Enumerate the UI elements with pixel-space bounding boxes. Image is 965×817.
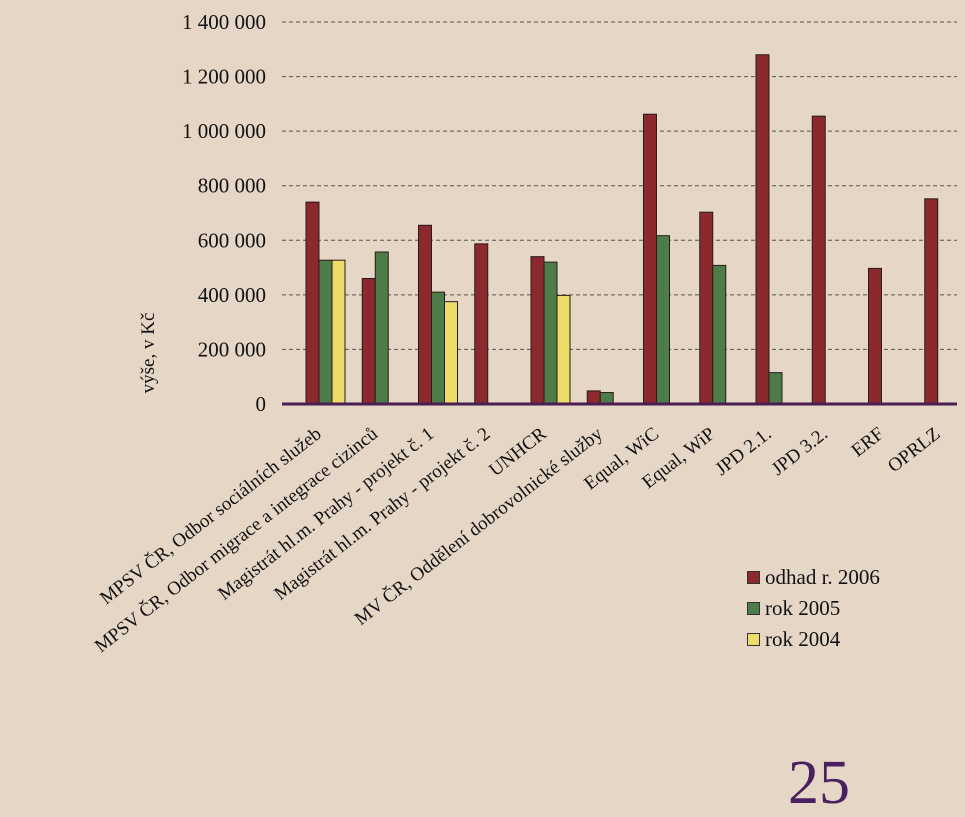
y-tick-label: 0 — [256, 392, 267, 416]
y-tick-labels: 0 200 000 400 000 600 000 800 000 1 000 000 1 … — [182, 10, 266, 416]
bar-odhad-r-2006 — [586, 390, 601, 405]
bar-odhad-r-2006 — [811, 115, 826, 405]
bar-rok-2005 — [318, 259, 333, 405]
legend-swatch — [747, 571, 760, 584]
bar-odhad-r-2006 — [924, 198, 939, 405]
page-number: 25 — [788, 749, 850, 817]
bar-odhad-r-2006 — [361, 277, 376, 405]
bar-odhad-r-2006 — [305, 201, 320, 405]
bar-odhad-r-2006 — [699, 211, 714, 405]
legend-item: rok 2004 — [747, 624, 880, 655]
y-axis-label: výše, v Kč — [138, 313, 159, 394]
y-tick-label: 1 200 000 — [182, 65, 266, 89]
y-tick-label: 400 000 — [198, 283, 266, 307]
bar-chart: 0 200 000 400 000 600 000 800 000 1 000 000 1 … — [90, 10, 957, 657]
bar-odhad-r-2006 — [530, 256, 545, 405]
legend-label: odhad r. 2006 — [765, 565, 880, 589]
y-tick-label: 800 000 — [198, 174, 266, 198]
bar-rok-2004 — [556, 294, 571, 405]
bar-odhad-r-2006 — [755, 54, 770, 405]
bar-rok-2005 — [768, 372, 783, 405]
legend-item: rok 2005 — [747, 593, 880, 624]
y-tick-label: 1 000 000 — [182, 119, 266, 143]
category-label: OPRLZ — [884, 423, 944, 477]
bar-rok-2005 — [374, 251, 389, 405]
legend: odhad r. 2006 rok 2005 rok 2004 — [747, 562, 880, 655]
bar-rok-2005 — [656, 235, 670, 405]
legend-label: rok 2004 — [765, 627, 841, 651]
bar-rok-2004 — [331, 259, 346, 405]
y-tick-label: 1 400 000 — [182, 10, 266, 34]
bar-rok-2005 — [599, 392, 614, 405]
legend-item: odhad r. 2006 — [747, 562, 880, 593]
gridlines — [282, 21, 957, 350]
bar-odhad-r-2006 — [868, 267, 882, 405]
category-label: JPD 3.2. — [768, 423, 832, 480]
category-label: ERF — [848, 423, 888, 461]
bar-odhad-r-2006 — [643, 113, 657, 405]
y-tick-label: 600 000 — [198, 228, 266, 252]
y-tick-label: 200 000 — [198, 337, 266, 361]
bar-rok-2005 — [712, 264, 727, 405]
legend-swatch — [747, 602, 760, 615]
bar-rok-2005 — [431, 291, 445, 405]
bar-odhad-r-2006 — [474, 243, 489, 405]
bars — [305, 54, 939, 405]
bar-odhad-r-2006 — [418, 224, 432, 405]
category-label: JPD 2.1. — [711, 423, 775, 480]
bar-rok-2005 — [543, 261, 558, 405]
legend-swatch — [747, 633, 760, 646]
legend-label: rok 2005 — [765, 596, 841, 620]
bar-rok-2004 — [444, 301, 458, 405]
